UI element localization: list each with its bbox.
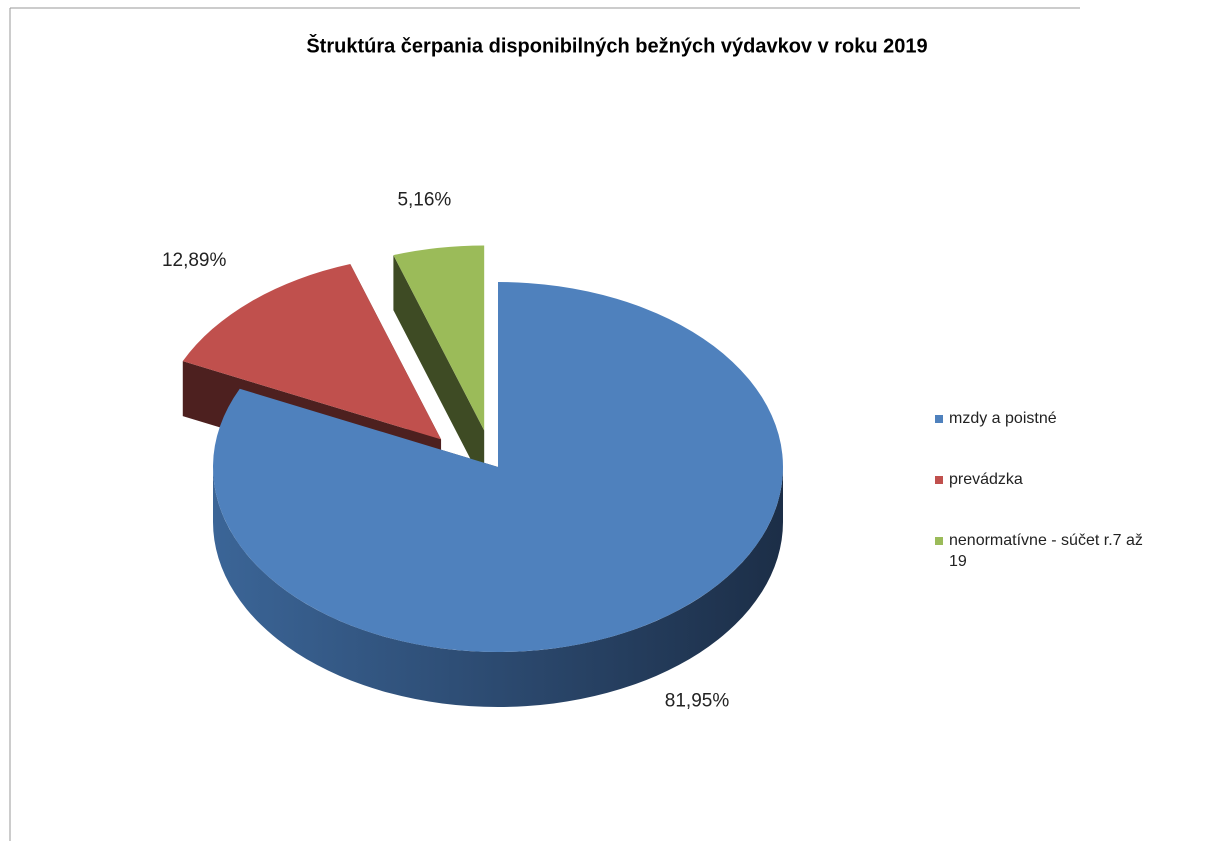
legend-label: prevádzka	[949, 471, 1023, 488]
slice-wall	[213, 467, 783, 707]
legend-label: nenormatívne - súčet r.7 až 19	[949, 532, 1143, 570]
legend-item: mzdy a poistné	[935, 408, 1150, 429]
slice-side	[393, 255, 485, 486]
data-label: 81,95%	[665, 690, 730, 711]
pie-slice	[182, 264, 442, 440]
pie-slice	[393, 245, 485, 431]
legend-swatch	[935, 476, 943, 484]
pie-slice	[213, 282, 783, 652]
legend-item: prevádzka	[935, 469, 1150, 490]
pie-tops	[182, 245, 783, 652]
pie-labels: 81,95% 12,89% 5,16%	[162, 190, 729, 712]
data-label: 5,16%	[397, 190, 451, 211]
data-label: 12,89%	[162, 250, 227, 271]
legend: mzdy a poistné prevádzka nenormatívne - sú…	[935, 408, 1150, 612]
legend-swatch	[935, 537, 943, 545]
legend-item: nenormatívne - súčet r.7 až 19	[935, 530, 1150, 572]
legend-label: mzdy a poistné	[949, 410, 1057, 427]
legend-swatch	[935, 415, 943, 423]
chart-title: Štruktúra čerpania disponibilných bežnýc…	[306, 33, 927, 57]
